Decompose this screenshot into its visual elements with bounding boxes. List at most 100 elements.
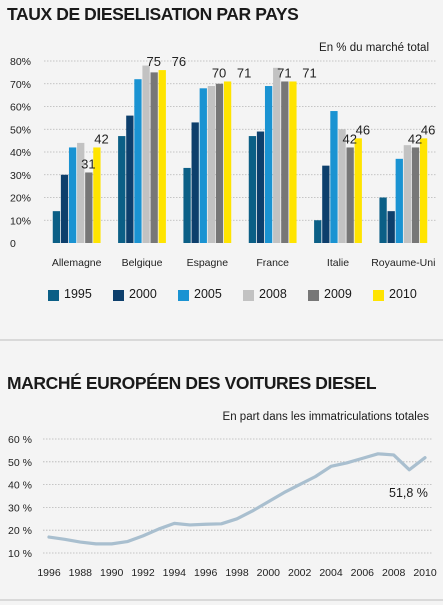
bar	[93, 147, 101, 243]
x-tick-label: 1996	[194, 567, 218, 579]
bar-data-label: 75	[147, 54, 161, 69]
bar	[150, 72, 158, 243]
x-tick-label: 2008	[382, 567, 406, 579]
bar	[403, 145, 412, 243]
y-tick-label: 40 %	[8, 480, 32, 492]
bar	[199, 88, 207, 243]
bar-data-label: 42	[408, 131, 422, 146]
bar	[248, 136, 257, 243]
bar-data-label: 71	[277, 65, 291, 80]
y-tick-label: 50%	[10, 124, 31, 136]
legend-swatch	[308, 290, 319, 301]
bar	[379, 197, 387, 243]
bottom-divider	[0, 599, 443, 601]
bar-chart: 0 10% 20% 30% 40% 50% 60% 70% 80% 31 42 Allemagne 75…	[10, 54, 436, 269]
bar	[118, 136, 126, 243]
bar	[85, 172, 93, 243]
legend-swatch	[373, 290, 384, 301]
x-tick-label: 1998	[225, 567, 249, 579]
legend-label: 2000	[129, 287, 157, 301]
legend-label: 2009	[324, 287, 352, 301]
bar-data-label: 42	[343, 131, 357, 146]
y-tick-label: 30 %	[8, 502, 32, 514]
bar	[256, 131, 265, 243]
bar	[387, 211, 395, 243]
bar-data-label: 42	[94, 131, 108, 146]
bar	[419, 138, 428, 243]
x-tick-label: France	[256, 257, 289, 269]
x-tick-label: 2000	[257, 567, 281, 579]
bar-data-label: 70	[212, 65, 226, 80]
bar-data-label: 71	[302, 65, 316, 80]
bar-data-label: 71	[237, 65, 251, 80]
bar	[338, 129, 346, 243]
y-tick-label: 60%	[10, 102, 31, 114]
bar	[77, 142, 85, 243]
bar	[191, 122, 199, 243]
x-tick-label: Allemagne	[52, 257, 102, 269]
bar	[142, 65, 150, 243]
y-tick-label: 80%	[10, 56, 31, 68]
bar	[346, 147, 354, 243]
bar	[322, 165, 330, 243]
bar	[223, 81, 232, 243]
legend-swatch	[48, 290, 59, 301]
bar	[330, 111, 338, 243]
bar	[273, 67, 281, 243]
series-line	[47, 452, 427, 546]
bar-data-label: 46	[356, 122, 370, 137]
section-divider	[0, 339, 443, 341]
line-final-value-label: 51,8 %	[389, 486, 428, 500]
bar-data-label: 46	[421, 122, 435, 137]
bar	[395, 158, 403, 243]
legend-label: 1995	[64, 287, 92, 301]
x-tick-label: 1994	[163, 567, 187, 579]
bar	[68, 147, 77, 243]
x-tick-label: Belgique	[122, 257, 163, 269]
legend-swatch	[243, 290, 254, 301]
x-tick-label: 1996	[37, 567, 61, 579]
legend-swatch	[178, 290, 189, 301]
y-tick-label: 30%	[10, 170, 31, 182]
bar	[264, 86, 273, 244]
y-tick-label: 20%	[10, 193, 31, 205]
bar	[215, 83, 224, 243]
bar	[126, 115, 134, 243]
x-tick-label: 1990	[100, 567, 124, 579]
x-tick-label: 2006	[351, 567, 375, 579]
x-tick-label: 2002	[288, 567, 312, 579]
line-chart-title: MARCHÉ EUROPÉEN DES VOITURES DIESEL	[7, 373, 377, 393]
y-tick-label: 40%	[10, 147, 31, 159]
x-tick-label: Italie	[327, 257, 349, 269]
bar-chart-subtitle: En % du marché total	[319, 42, 429, 54]
x-tick-label: Espagne	[187, 257, 229, 269]
bar	[52, 211, 61, 243]
legend-label: 2010	[389, 287, 417, 301]
y-tick-label: 10 %	[8, 548, 32, 560]
x-tick-label: 1988	[69, 567, 93, 579]
y-tick-label: 50 %	[8, 457, 32, 469]
bar	[354, 138, 362, 243]
bar	[281, 81, 289, 243]
legend-label: 2008	[259, 287, 287, 301]
x-tick-label: 1992	[131, 567, 155, 579]
y-tick-label: 10%	[10, 215, 31, 227]
y-tick-label: 60 %	[8, 434, 32, 446]
bar-chart-title: TAUX DE DIESELISATION PAR PAYS	[7, 4, 299, 24]
bar	[183, 167, 191, 243]
x-tick-label: 2010	[413, 567, 437, 579]
y-tick-label: 20 %	[8, 525, 32, 537]
bar	[411, 147, 420, 243]
bar	[158, 70, 166, 243]
bar	[134, 79, 142, 243]
legend-label: 2005	[194, 287, 222, 301]
bar-data-label: 31	[81, 156, 95, 171]
bar-chart-legend: 1995 2000 2005 2008 2009 2010	[48, 286, 438, 304]
bar-data-label: 76	[172, 54, 186, 69]
bar	[314, 220, 322, 243]
y-tick-label: 70%	[10, 79, 31, 91]
y-tick-label: 0	[10, 238, 16, 250]
bar	[207, 86, 216, 244]
legend-swatch	[113, 290, 124, 301]
